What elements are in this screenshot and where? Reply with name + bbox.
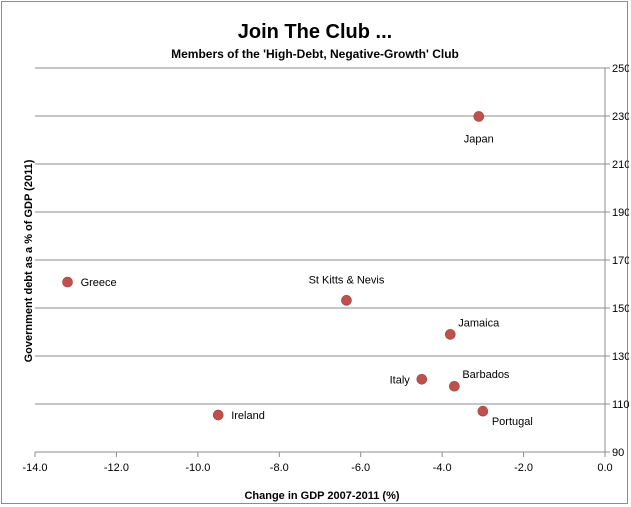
y-tick-label: 230 — [612, 111, 629, 123]
y-tick-label: 150 — [612, 303, 629, 315]
x-axis-title: Change in GDP 2007-2011 (%) — [244, 490, 399, 502]
point-label: Portugal — [492, 416, 533, 428]
y-tick-label: 190 — [612, 207, 629, 219]
data-point — [477, 405, 489, 417]
data-point — [212, 409, 224, 421]
y-tick-label: 130 — [612, 351, 629, 363]
x-tick-label: -2.0 — [514, 462, 533, 474]
x-tick-label: -10.0 — [185, 462, 210, 474]
y-tick-label: 90 — [612, 447, 624, 459]
data-point — [449, 380, 460, 392]
point-label: Jamaica — [458, 317, 500, 329]
y-tick-label: 250 — [612, 63, 629, 75]
y-axis-title: Government debt as a % of GDP (2011) — [23, 159, 35, 362]
x-tick-label: -4.0 — [433, 462, 452, 474]
point-label: Greece — [81, 277, 117, 289]
x-tick-label: -8.0 — [270, 462, 289, 474]
data-point — [473, 111, 485, 122]
data-point — [62, 276, 73, 288]
data-point — [416, 373, 428, 385]
data-point — [341, 295, 352, 306]
point-label: Japan — [464, 133, 494, 145]
x-tick-label: 0.0 — [597, 462, 612, 474]
chart-subtitle: Members of the 'High-Debt, Negative-Grow… — [171, 47, 459, 61]
y-tick-label: 170 — [612, 255, 629, 267]
point-label: Barbados — [462, 369, 510, 381]
chart-title: Join The Club ... — [238, 21, 392, 43]
axes — [34, 67, 610, 457]
point-label: Ireland — [231, 410, 265, 422]
x-tick-label: -14.0 — [22, 462, 47, 474]
data-point — [444, 329, 456, 340]
x-tick-label: -6.0 — [351, 462, 370, 474]
y-tick-label: 110 — [612, 399, 629, 411]
x-tick-label: -12.0 — [104, 462, 129, 474]
point-label: St Kitts & Nevis — [309, 274, 385, 286]
point-labels: Japan Greece St Kitts & Nevis Jamaica Italy B… — [81, 133, 533, 428]
data-points — [62, 111, 489, 421]
point-label: Italy — [390, 374, 411, 386]
y-tick-label: 210 — [612, 159, 629, 171]
tick-labels: 90 110 130 150 170 190 210 230 250 -14.0 -12.0 -10.… — [22, 63, 629, 474]
gridlines — [35, 67, 605, 405]
